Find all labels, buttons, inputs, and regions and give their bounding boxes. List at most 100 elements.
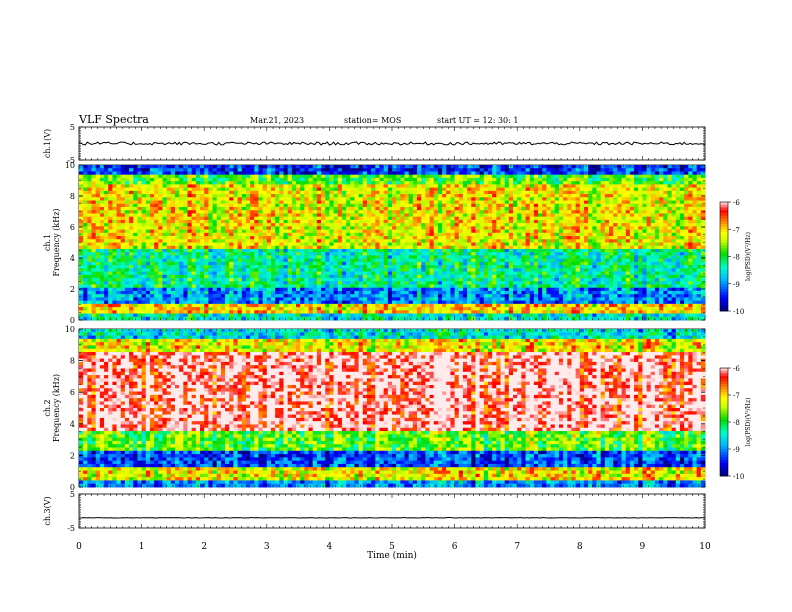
- spectrogram-cell: [429, 226, 435, 230]
- spectrogram-cell: [316, 203, 322, 208]
- spectrogram-cell: [204, 168, 209, 172]
- spectrogram-cell: [412, 171, 418, 176]
- spectrogram-cell: [446, 223, 451, 227]
- spectrogram-cell: [400, 229, 405, 234]
- spectrogram-cell: [596, 232, 602, 237]
- spectrogram-cell: [170, 213, 176, 218]
- spectrogram-cell: [396, 213, 401, 218]
- spectrogram-cell: [659, 226, 664, 230]
- spectrogram-cell: [220, 177, 226, 182]
- spectrogram-cell: [321, 194, 326, 198]
- spectrogram-cell: [533, 213, 539, 218]
- spectrogram-cell: [462, 252, 468, 256]
- spectrogram-cell: [387, 245, 393, 250]
- spectrogram-cell: [479, 174, 485, 179]
- spectrogram-cell: [692, 171, 698, 176]
- spectrogram-cell: [287, 174, 293, 179]
- spectrogram-cell: [216, 171, 222, 176]
- spectrogram-cell: [329, 242, 334, 247]
- spectrogram-cell: [663, 245, 668, 250]
- spectrogram-cell: [346, 229, 351, 234]
- spectrogram-cell: [538, 258, 543, 263]
- spectrogram-cell: [195, 229, 201, 234]
- spectrogram-cell: [479, 258, 485, 263]
- spectrogram-cell: [437, 197, 443, 201]
- spectrogram-cell: [145, 236, 151, 240]
- spectrogram-cell: [634, 177, 639, 182]
- spectrogram-cell: [642, 245, 647, 250]
- spectrogram-cell: [312, 255, 318, 260]
- spectrogram-cell: [87, 216, 92, 221]
- spectrogram-cell: [371, 252, 376, 256]
- spectrogram-cell: [575, 258, 581, 263]
- spectrogram-cell: [296, 203, 301, 208]
- spectrogram-cell: [654, 194, 660, 198]
- spectrogram-cell: [241, 194, 247, 198]
- spectrogram-cell: [550, 219, 556, 224]
- spectrogram-cell: [208, 200, 213, 205]
- spectrogram-cell: [600, 200, 606, 205]
- spectrogram-cell: [529, 171, 535, 176]
- spectrogram-cell: [354, 171, 360, 176]
- spectrogram-cell: [112, 239, 117, 243]
- spectrogram-cell: [225, 223, 230, 227]
- spectrogram-cell: [550, 174, 556, 179]
- spectrogram-cell: [417, 206, 422, 211]
- spectrogram-cell: [588, 242, 593, 247]
- spectrogram-cell: [667, 177, 673, 182]
- spectrogram-cell: [533, 236, 539, 240]
- spectrogram-cell: [137, 194, 142, 198]
- spectrogram-cell: [421, 255, 426, 260]
- spectrogram-cell: [504, 171, 510, 176]
- spectrogram-cell: [83, 248, 88, 253]
- spectrogram-cell: [296, 219, 301, 224]
- spectrogram-cell: [358, 168, 364, 172]
- spectrogram-cell: [174, 223, 180, 227]
- spectrogram-cell: [304, 206, 309, 211]
- spectrogram-cell: [362, 226, 368, 230]
- spectrogram-cell: [137, 171, 142, 176]
- spectrogram-cell: [133, 216, 138, 221]
- spectrogram-cell: [550, 171, 556, 176]
- spectrogram-cell: [133, 181, 138, 185]
- spectrogram-cell: [588, 219, 593, 224]
- spectrogram-cell: [291, 236, 297, 240]
- spectrogram-cell: [337, 255, 343, 260]
- spectrogram-cell: [429, 210, 435, 214]
- spectrogram-cell: [316, 226, 322, 230]
- spectrogram-cell: [483, 223, 489, 227]
- spectrogram-cell: [220, 171, 226, 176]
- spectrogram-cell: [617, 190, 622, 195]
- spectrogram-cell: [333, 210, 339, 214]
- spectrogram-cell: [350, 261, 355, 266]
- spectrogram-cell: [525, 190, 531, 195]
- spectrogram-cell: [496, 187, 501, 192]
- spectrogram-cell: [692, 197, 698, 201]
- spectrogram-cell: [475, 236, 481, 240]
- spectrogram-cell: [500, 213, 506, 218]
- spectrogram-cell: [212, 248, 218, 253]
- spectrogram-cell: [513, 252, 518, 256]
- spectrogram-cell: [312, 187, 318, 192]
- spectrogram-cell: [425, 268, 430, 272]
- spectrogram-cell: [462, 187, 468, 192]
- spectrogram-cell: [538, 177, 543, 182]
- spectrogram-cell: [95, 171, 101, 176]
- spectrogram-cell: [296, 168, 301, 172]
- spectrogram-cell: [475, 168, 481, 172]
- spectrogram-cell: [296, 210, 301, 214]
- spectrogram-cell: [145, 252, 151, 256]
- spectrogram-cell: [95, 242, 101, 247]
- spectrogram-cell: [642, 177, 647, 182]
- spectrogram-cell: [329, 268, 334, 272]
- spectrogram-cell: [379, 236, 385, 240]
- spectrogram-cell: [250, 223, 255, 227]
- spectrogram-cell: [642, 258, 647, 263]
- spectrogram-cell: [458, 194, 464, 198]
- spectrogram-cell: [429, 252, 435, 256]
- spectrogram-cell: [162, 242, 168, 247]
- spectrogram-cell: [571, 268, 577, 272]
- spectrogram-cell: [325, 248, 330, 253]
- spectrogram-cell: [412, 187, 418, 192]
- spectrogram-cell: [613, 261, 618, 266]
